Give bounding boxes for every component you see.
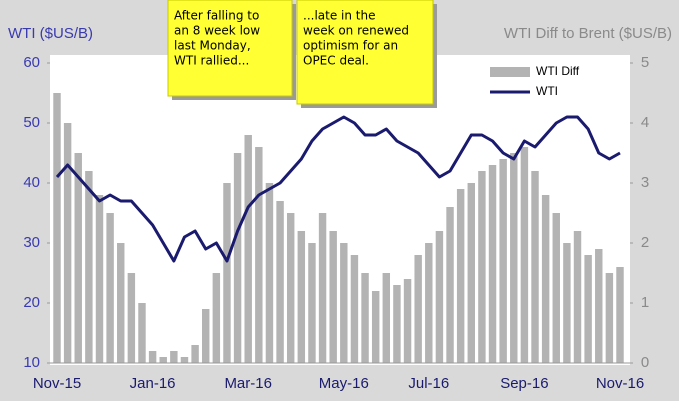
bar (85, 171, 93, 363)
bar (106, 213, 114, 363)
bar (297, 231, 306, 363)
bar (510, 153, 518, 363)
note-box (296, 0, 434, 105)
bar (393, 285, 401, 363)
legend-label: WTI Diff (536, 64, 580, 78)
bar (148, 351, 157, 363)
bar (435, 231, 444, 363)
bar (520, 147, 529, 363)
bar (371, 291, 380, 363)
note-text: WTI rallied... (174, 54, 249, 68)
bar (138, 303, 146, 363)
y-axis-label: WTI ($US/B) (8, 25, 93, 42)
bar (531, 171, 539, 363)
bar (233, 153, 242, 363)
bar (180, 357, 189, 363)
note-text: ...late in the (303, 9, 375, 23)
y2-tick-label: 2 (641, 234, 649, 251)
bar (170, 351, 178, 363)
y-tick-label: 30 (23, 234, 40, 251)
note-text: last Monday, (174, 39, 251, 53)
bar (414, 255, 422, 363)
bar (478, 171, 486, 363)
note-text: After falling to (174, 9, 259, 23)
x-tick-label: Mar-16 (224, 375, 272, 392)
bar (605, 273, 614, 363)
bar (117, 243, 125, 363)
bar (212, 273, 221, 363)
bar (329, 231, 337, 363)
bar (127, 273, 136, 363)
x-tick-label: Nov-15 (33, 375, 81, 392)
bar (361, 273, 369, 363)
note-box (167, 0, 293, 97)
y-tick-label: 60 (23, 54, 40, 71)
bar (95, 195, 104, 363)
bar (318, 213, 327, 363)
legend-label: WTI (536, 84, 558, 98)
bar (244, 135, 252, 363)
bar (201, 309, 210, 363)
bar (616, 267, 624, 363)
bar (286, 213, 295, 363)
bar (276, 201, 284, 363)
note-text: an 8 week low (174, 24, 260, 38)
bar (223, 183, 231, 363)
note-text: OPEC deal. (303, 54, 369, 68)
bar (255, 147, 263, 363)
note-text: week on renewed (303, 24, 409, 38)
bar (308, 243, 316, 363)
bar (159, 357, 167, 363)
y2-axis-label: WTI Diff to Brent ($US/B) (504, 25, 672, 42)
y-tick-label: 10 (23, 354, 40, 371)
legend-swatch (490, 67, 530, 77)
bar (53, 93, 61, 363)
bar (573, 231, 582, 363)
bar (446, 207, 454, 363)
bar (563, 243, 571, 363)
x-tick-label: Jan-16 (130, 375, 176, 392)
x-tick-label: Jul-16 (408, 375, 449, 392)
y2-tick-label: 3 (641, 174, 649, 191)
bar (403, 279, 412, 363)
bar (584, 255, 592, 363)
x-tick-label: Sep-16 (500, 375, 548, 392)
bar (63, 123, 72, 363)
y-tick-label: 40 (23, 174, 40, 191)
bar (552, 213, 560, 363)
line (55, 115, 621, 263)
bar (499, 159, 507, 363)
x-tick-label: May-16 (319, 375, 369, 392)
y-tick-label: 20 (23, 294, 40, 311)
x-tick-label: Nov-16 (596, 375, 644, 392)
y2-tick-label: 1 (641, 294, 649, 311)
bar (350, 255, 359, 363)
bar (340, 243, 348, 363)
y2-tick-label: 5 (641, 54, 649, 71)
bar (488, 165, 497, 363)
bar (74, 153, 82, 363)
bar (456, 189, 465, 363)
bar (595, 249, 603, 363)
bar (265, 183, 274, 363)
note-text: optimism for an (303, 39, 398, 53)
bar (382, 273, 391, 363)
y2-tick-label: 0 (641, 354, 649, 371)
bar (541, 195, 550, 363)
bar (191, 345, 199, 363)
bar (467, 183, 476, 363)
bar (425, 243, 433, 363)
y2-tick-label: 4 (641, 114, 649, 131)
y-tick-label: 50 (23, 114, 40, 131)
